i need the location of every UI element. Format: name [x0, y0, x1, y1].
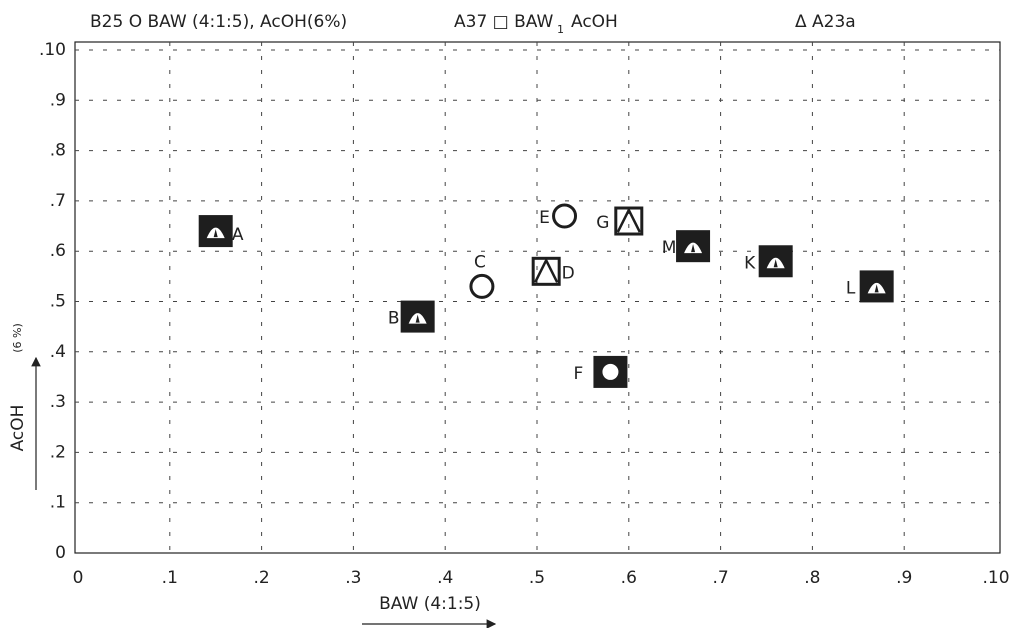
point-label: A — [232, 225, 244, 245]
marker-symbol — [534, 257, 559, 283]
x-tick-label: .4 — [437, 568, 453, 588]
point — [593, 355, 628, 388]
y-tick-label: .10 — [39, 40, 66, 60]
point-label: B — [388, 309, 400, 329]
point — [614, 206, 644, 236]
point — [859, 270, 894, 303]
x-tick-label: .5 — [529, 568, 545, 588]
marker-body — [469, 273, 495, 299]
point-label: C — [474, 252, 486, 272]
marker-notch — [213, 229, 218, 238]
point-label: F — [574, 364, 584, 384]
y-tick-label: .8 — [50, 141, 66, 161]
point-label: L — [846, 278, 856, 298]
point-label: M — [662, 238, 677, 258]
header-4: Δ A23a — [795, 12, 856, 32]
y-axis-label: AcOH — [8, 405, 28, 452]
y-tick-label: .4 — [50, 342, 66, 362]
x-tick-label: .3 — [345, 568, 361, 588]
x-tick-label: .8 — [804, 568, 820, 588]
point — [552, 203, 578, 229]
y-tick-label: .3 — [50, 392, 66, 412]
y-tick-label: .7 — [50, 191, 66, 211]
point — [531, 256, 561, 286]
x-tick-label: .10 — [982, 568, 1009, 588]
point-label: E — [539, 208, 550, 228]
marker-symbol — [602, 363, 619, 380]
x-tick-label: 0 — [73, 568, 84, 588]
y-axis-note: (6 %) — [11, 323, 24, 353]
marker-notch — [874, 284, 879, 293]
y-tick-label: .6 — [50, 241, 66, 261]
x-tick-label: .2 — [253, 568, 269, 588]
x-tick-label: .1 — [162, 568, 178, 588]
marker-notch — [691, 244, 696, 253]
header-3: AcOH — [571, 12, 618, 32]
point-label: G — [596, 213, 609, 233]
y-tick-label: .9 — [50, 90, 66, 110]
point — [400, 300, 435, 333]
header-subscript: 1 — [557, 23, 564, 36]
x-tick-label: .7 — [712, 568, 728, 588]
x-axis-label: BAW (4:1:5) — [379, 594, 481, 614]
point-label: D — [562, 263, 575, 283]
marker-symbol — [616, 207, 641, 233]
y-tick-label: .2 — [50, 442, 66, 462]
point — [676, 230, 711, 263]
marker-body — [552, 203, 578, 229]
x-tick-label: .6 — [621, 568, 637, 588]
point — [469, 273, 495, 299]
y-tick-label: .5 — [50, 292, 66, 312]
header-2: A37 □ BAW — [454, 12, 553, 32]
header-1: B25 O BAW (4:1:5), AcOH(6%) — [90, 12, 347, 32]
marker-notch — [415, 314, 420, 323]
y-tick-label: 0 — [55, 543, 66, 563]
marker-notch — [773, 259, 778, 268]
point — [198, 215, 233, 248]
x-tick-label: .9 — [896, 568, 912, 588]
y-tick-label: .1 — [50, 493, 66, 513]
point-label: K — [744, 253, 756, 273]
point — [758, 245, 793, 278]
